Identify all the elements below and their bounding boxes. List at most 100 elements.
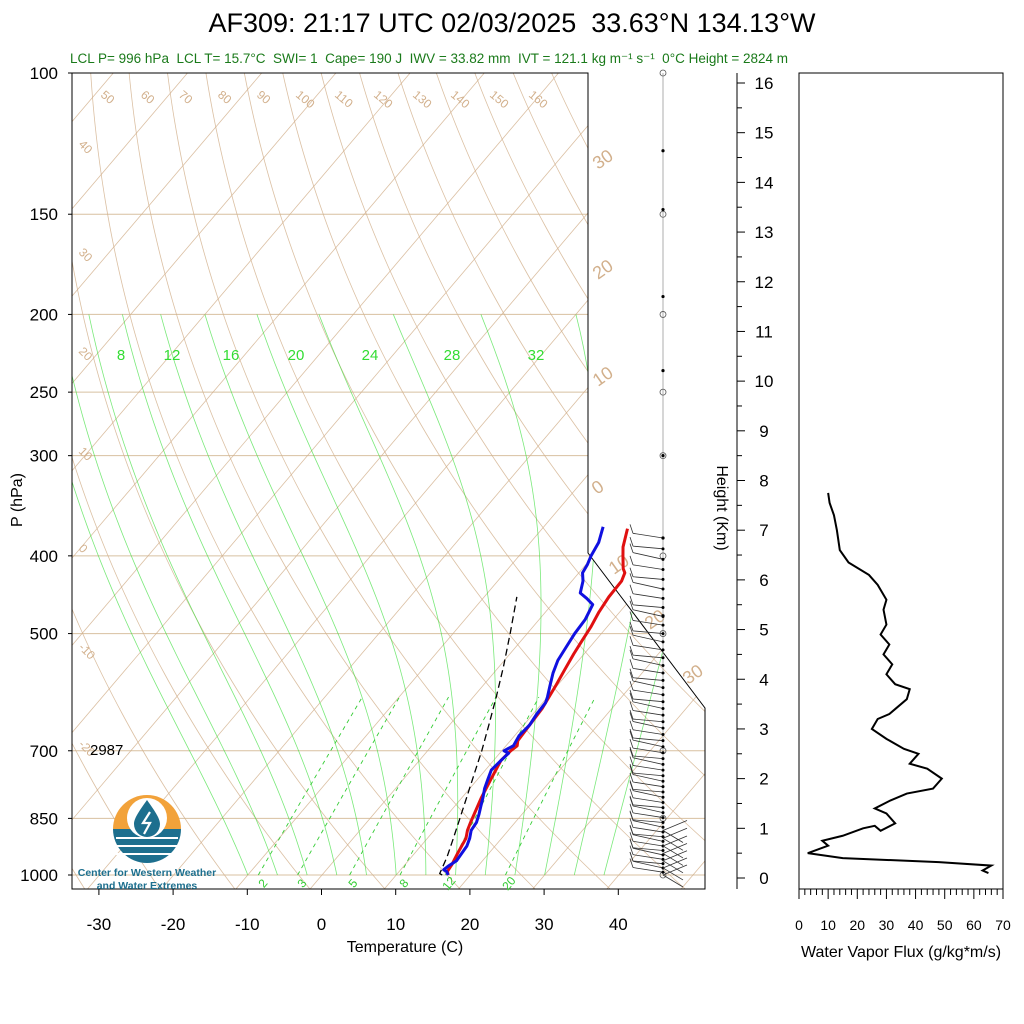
pressure-tick-label: 100	[30, 64, 58, 83]
moist-adiabat-line	[204, 314, 397, 876]
wind-barb	[629, 788, 665, 804]
isotherm-label: 80	[215, 88, 234, 108]
wind-barb	[629, 818, 665, 834]
height-tick-label: 9	[759, 422, 768, 441]
wind-barb	[629, 645, 665, 660]
mixing-ratio-line	[399, 696, 497, 876]
mixing-ratio-line	[257, 696, 363, 876]
wind-barb	[629, 803, 665, 820]
wind-barb	[629, 689, 665, 704]
isotherm-line	[532, 73, 705, 889]
calm-wind-marker	[659, 311, 667, 318]
wind-barb	[629, 649, 665, 668]
height-tick-label: 13	[755, 223, 774, 242]
dry-adiabat-line	[205, 73, 686, 889]
freezing-height-marker: 2987	[90, 742, 123, 759]
wind-barb	[629, 781, 665, 799]
temperature-tick-label: -30	[87, 915, 112, 934]
wind-barb	[629, 765, 665, 783]
height-tick-label: 7	[759, 521, 768, 540]
dry-adiabat-line	[512, 73, 705, 889]
wind-barb	[629, 772, 665, 789]
moist-adiabat-top-label: 28	[444, 347, 461, 364]
moist-adiabat-line	[122, 314, 338, 876]
wind-barb	[629, 845, 665, 861]
moist-adiabat-line	[603, 314, 705, 876]
height-tick-label: 8	[759, 472, 768, 491]
dry-adiabat-line	[243, 73, 705, 889]
pressure-tick-label: 250	[30, 383, 58, 402]
wind-barb	[629, 671, 665, 690]
isotherm-line	[72, 73, 337, 889]
dry-adiabat-line	[72, 73, 386, 889]
wind-barb	[629, 680, 665, 697]
temperature-axis-label: Temperature (C)	[347, 939, 463, 956]
dry-adiabat-line	[320, 73, 705, 889]
wind-barb	[629, 756, 665, 772]
moist-adiabat-line	[160, 314, 367, 876]
height-tick-label: 1	[759, 819, 768, 838]
moist-adiabat-line	[256, 314, 427, 876]
mixing-ratio-label: 20	[499, 874, 519, 893]
isotherm-line	[235, 73, 705, 889]
dry-adiabat-line	[551, 73, 705, 889]
wind-barb	[662, 874, 684, 888]
height-tick-label: 0	[759, 869, 768, 888]
wind-barb	[629, 738, 665, 755]
mixing-ratio-line	[505, 696, 596, 876]
wind-barb	[629, 728, 665, 743]
moist-adiabat-top-label: 8	[117, 347, 125, 364]
calm-wind-marker	[659, 69, 667, 77]
flux-tick-label: 40	[908, 917, 924, 933]
wind-barb	[629, 709, 665, 724]
mixing-ratio-label: 2	[255, 876, 270, 890]
temperature-tick-label: 20	[460, 915, 479, 934]
wind-barb	[629, 796, 665, 815]
temperature-tick-label: 10	[386, 915, 405, 934]
wind-barb	[662, 843, 688, 854]
moist-adiabat-line	[544, 314, 597, 876]
isotherm-label: 90	[254, 88, 273, 108]
moist-adiabat-line	[72, 314, 278, 876]
skew-t-frame	[71, 72, 706, 890]
wind-barb	[662, 867, 684, 881]
isotherm-line	[606, 73, 705, 889]
skew-t-grid	[72, 73, 1024, 889]
moist-adiabat-label: 10	[605, 550, 633, 578]
temperature-tick-label: 40	[609, 915, 628, 934]
wind-barb	[629, 659, 665, 675]
flux-tick-label: 0	[795, 917, 803, 933]
wind-barb	[629, 543, 665, 561]
isotherm-label: 60	[138, 88, 157, 108]
wind-barb	[629, 636, 665, 652]
wind-barb	[629, 720, 665, 736]
wind-point-marker	[661, 207, 665, 212]
wind-barb	[662, 864, 688, 876]
wind-barb	[629, 537, 665, 551]
pressure-tick-label: 700	[30, 742, 58, 761]
moist-adiabat-line	[88, 314, 308, 876]
wind-barb	[629, 858, 665, 874]
wind-point-marker	[661, 368, 665, 373]
mixing-ratio-line	[349, 696, 449, 876]
dry-adiabat-line	[359, 73, 705, 889]
dry-adiabat-line	[72, 73, 311, 889]
dry-adiabat-line	[744, 73, 1024, 889]
dry-adiabat-line	[90, 73, 461, 889]
dry-adiabat-label: 40	[76, 137, 96, 157]
calm-wind-marker	[659, 452, 667, 460]
wind-barb	[629, 595, 665, 610]
height-tick-label: 2	[759, 770, 768, 789]
wind-barb	[629, 811, 665, 829]
dry-adiabat-line	[167, 73, 611, 889]
temperature-tick-label: -10	[235, 915, 260, 934]
wind-barb	[629, 701, 665, 717]
isotherm-line	[680, 73, 705, 889]
wind-barb	[629, 621, 665, 636]
wind-barb	[662, 860, 684, 874]
isotherm-label: 70	[176, 88, 195, 108]
isotherm-label: 110	[332, 88, 356, 111]
wind-barb	[629, 692, 665, 710]
wind-point-marker	[661, 149, 665, 153]
